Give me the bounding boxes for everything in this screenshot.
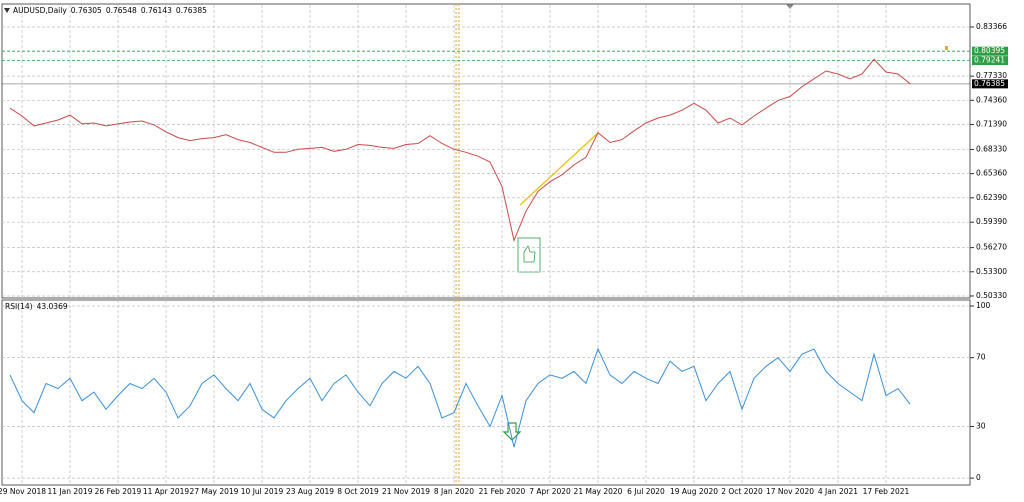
y-tick-label: 0.83366	[976, 22, 1007, 31]
x-tick-label: 27 May 2019	[190, 487, 239, 496]
thumbs-up-shape	[523, 245, 536, 263]
x-tick-label: 8 Oct 2019	[337, 487, 379, 496]
x-tick-label: 4 Jan 2021	[818, 487, 858, 496]
series-line	[9, 58, 911, 243]
x-tick-label: 17 Nov 2020	[766, 487, 814, 496]
x-tick-label: 11 Jan 2019	[48, 487, 93, 496]
trend-line	[519, 132, 599, 206]
x-tick-label: 29 Nov 2018	[0, 487, 46, 496]
y-tick-label: 0.68330	[976, 144, 1007, 153]
ohlc-value: 0.76143	[141, 6, 172, 15]
x-tick-label: 21 Nov 2019	[382, 487, 430, 496]
rsi-panel	[1, 299, 971, 486]
series-line	[9, 347, 911, 448]
y-tick-label: 0.71390	[976, 120, 1007, 129]
price-level-label: 0.80395	[974, 46, 1005, 55]
price-level-box	[972, 56, 1008, 66]
rsi-title: RSI(14)	[5, 302, 33, 311]
x-tick-label: 2 Oct 2020	[721, 487, 763, 496]
price-level-box	[972, 46, 1008, 56]
x-tick-label: 8 Jan 2020	[434, 487, 474, 496]
x-tick-label: 23 Aug 2019	[286, 487, 334, 496]
y-tick-label: 0.62390	[976, 193, 1007, 202]
y-tick-label: 0.65360	[976, 169, 1007, 178]
x-tick-label: 19 Aug 2020	[670, 487, 718, 496]
y-tick-label: 100	[976, 301, 991, 310]
x-tick-label: 10 Jul 2019	[241, 487, 284, 496]
y-tick-label: 0.77330	[976, 71, 1007, 80]
ohlc-value: 0.76385	[176, 6, 207, 15]
y-tick-label: 0.74360	[976, 95, 1007, 104]
price-header: AUDUSD,Daily 0.76305 0.76548 0.76143 0.76385	[13, 6, 207, 15]
x-tick-label: 17 Feb 2021	[863, 487, 910, 496]
rsi-header: RSI(14) 43.0369	[5, 302, 68, 311]
price-level-label: 0.79241	[974, 56, 1005, 65]
down-arrow	[502, 422, 522, 441]
price-level-box	[972, 79, 1008, 89]
x-tick-label: 26 Feb 2019	[95, 487, 142, 496]
y-tick-label: 70	[976, 353, 986, 362]
rsi-current: 43.0369	[37, 302, 68, 311]
y-tick-label: 0	[976, 473, 981, 482]
symbol-title: AUDUSD,Daily	[13, 6, 67, 15]
order-marker	[945, 46, 948, 50]
ohlc-value: 0.76305	[71, 6, 102, 15]
y-tick-label: 0.53300	[976, 267, 1007, 276]
price-level-label: 0.76385	[974, 79, 1005, 88]
y-tick-label: 30	[976, 421, 986, 430]
x-tick-label: 11 Apr 2019	[143, 487, 190, 496]
symbol-icon	[4, 8, 10, 13]
price-panel	[1, 3, 971, 299]
x-tick-label: 7 Apr 2020	[529, 487, 571, 496]
x-tick-label: 21 Feb 2020	[479, 487, 526, 496]
y-tick-label: 0.56270	[976, 243, 1007, 252]
y-tick-label: 0.59390	[976, 217, 1007, 226]
ohlc-value: 0.76548	[106, 6, 137, 15]
x-tick-label: 6 Jul 2020	[627, 487, 665, 496]
y-tick-label: 0.50330	[976, 291, 1007, 300]
x-tick-label: 21 May 2020	[574, 487, 623, 496]
